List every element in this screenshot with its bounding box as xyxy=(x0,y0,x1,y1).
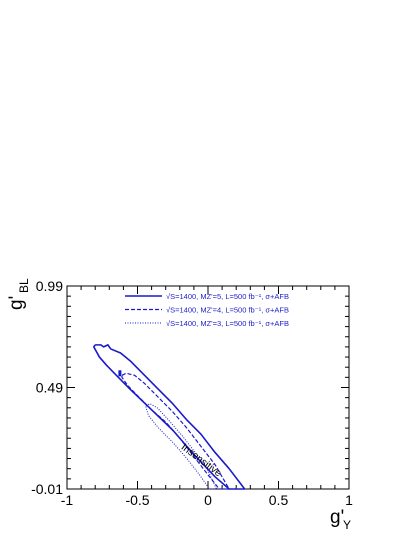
series-contour-1 xyxy=(92,344,246,490)
x-tick-label: 0 xyxy=(204,492,212,508)
legend: √S=1400, MZ'=5, L=500 fb⁻¹, σ+AFB √S=1400… xyxy=(125,292,289,328)
contour-fragment-mark xyxy=(118,370,122,377)
x-axis-title: g' xyxy=(330,507,344,528)
y-tick-label: 0.99 xyxy=(36,278,63,294)
x-tick-label: 1 xyxy=(345,492,353,508)
axis-tick-labels: -1 -0.5 0 0.5 1 -0.01 0.49 0.99 xyxy=(31,278,353,508)
x-tick-label: -0.5 xyxy=(125,492,149,508)
series-layer xyxy=(92,344,246,490)
series-contour-3 xyxy=(145,403,217,490)
axis-ticks xyxy=(66,285,350,490)
x-tick-label: -1 xyxy=(61,492,74,508)
x-axis-title-subscript: Y xyxy=(343,518,351,532)
y-tick-label: -0.01 xyxy=(31,481,63,497)
y-tick-label: 0.49 xyxy=(36,380,63,396)
legend-label-3: √S=1400, MZ'=3, L=500 fb⁻¹, σ+AFB xyxy=(166,319,289,328)
y-axis-title: g' xyxy=(6,296,27,310)
y-axis-title-subscript: BL xyxy=(17,278,31,293)
legend-label-1: √S=1400, MZ'=5, L=500 fb⁻¹, σ+AFB xyxy=(166,292,289,301)
x-tick-label: 0.5 xyxy=(269,492,289,508)
legend-label-2: √S=1400, MZ'=4, L=500 fb⁻¹, σ+AFB xyxy=(166,306,289,315)
